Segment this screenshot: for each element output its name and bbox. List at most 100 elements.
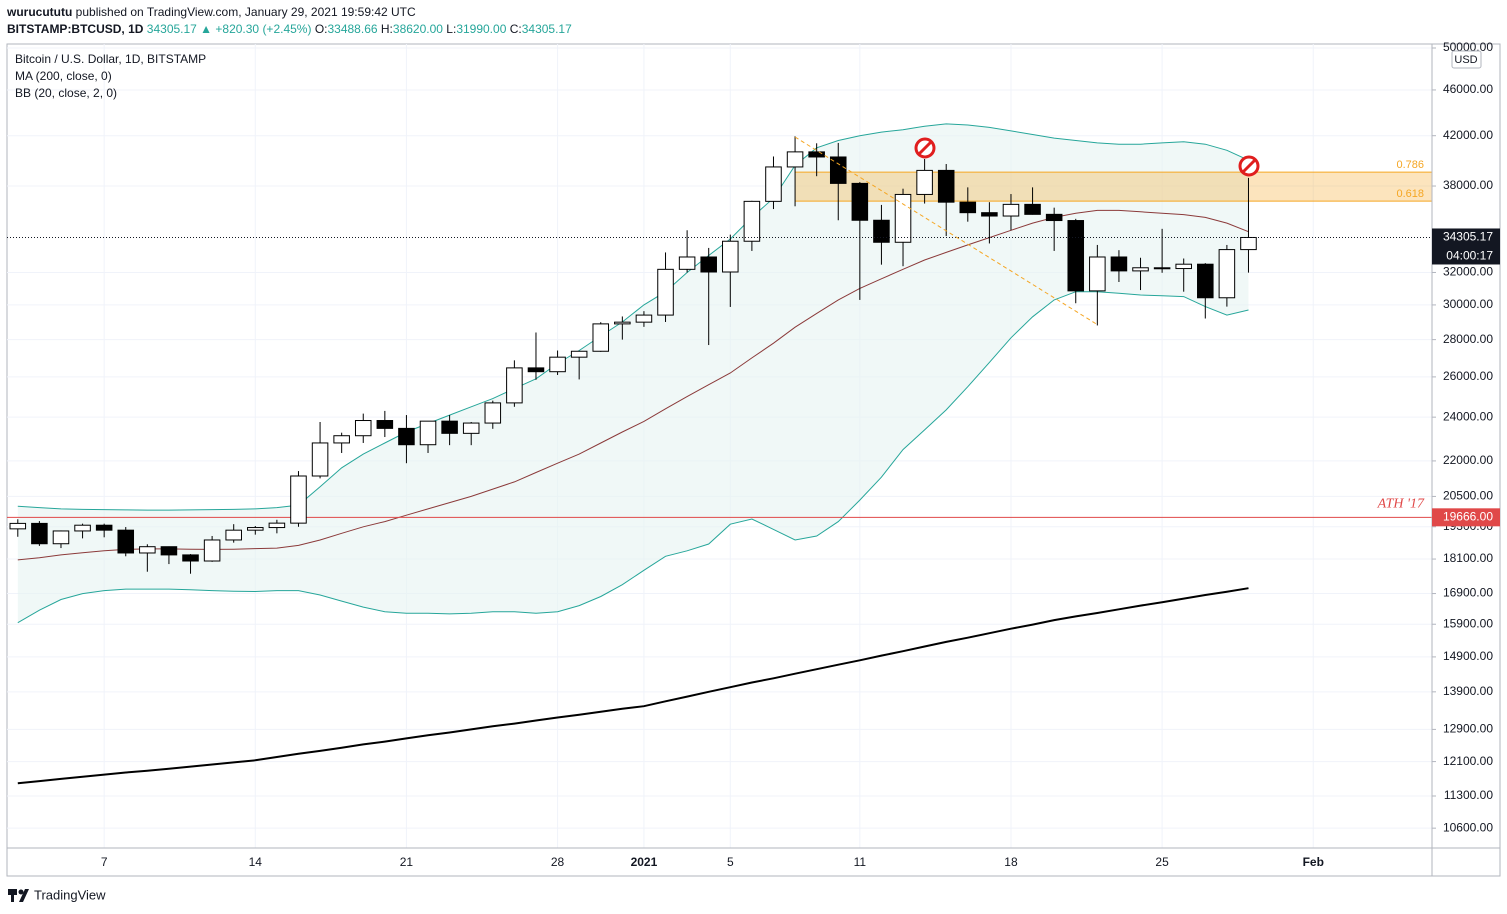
quote-line: BITSTAMP:BTCUSD, 1D 34305.17 ▲ +820.30 (… bbox=[7, 22, 572, 36]
y-tick-label: 16900.00 bbox=[1443, 586, 1493, 600]
y-tick-label: 12100.00 bbox=[1443, 754, 1493, 768]
symbol: BITSTAMP:BTCUSD, 1D bbox=[7, 22, 144, 36]
candle-body bbox=[290, 475, 307, 524]
chart-frame bbox=[6, 43, 1501, 877]
x-tick-label: 18 bbox=[1004, 855, 1018, 869]
y-tick-label: 13900.00 bbox=[1443, 684, 1493, 698]
candle-body bbox=[1045, 213, 1063, 222]
footer-brand: TradingView bbox=[34, 887, 106, 902]
candle-body bbox=[765, 166, 782, 202]
candle-body bbox=[354, 420, 372, 437]
candle-body bbox=[139, 546, 156, 554]
legend-bb: BB (20, close, 2, 0) bbox=[15, 86, 117, 100]
y-tick-label: 30000.00 bbox=[1443, 297, 1493, 311]
ohlc-key: H: bbox=[381, 22, 393, 36]
candle-body bbox=[700, 256, 717, 273]
candle-body bbox=[419, 420, 437, 446]
candle-body bbox=[1110, 256, 1128, 272]
y-tick-label: 24000.00 bbox=[1443, 409, 1493, 423]
ohlc-key: L: bbox=[446, 22, 456, 36]
bb-upper bbox=[17, 123, 1249, 511]
candle-body bbox=[160, 546, 178, 556]
candle-body bbox=[52, 530, 70, 545]
y-tick-label: 46000.00 bbox=[1443, 82, 1493, 96]
candle-body bbox=[74, 524, 91, 532]
ohlc-key: O: bbox=[315, 22, 328, 36]
currency-box bbox=[1451, 50, 1482, 69]
fib-ratio: 0.786 bbox=[1396, 159, 1424, 171]
candle-body bbox=[441, 420, 458, 434]
tradingview-logo bbox=[8, 889, 29, 902]
x-tick-label: 28 bbox=[551, 855, 565, 869]
candle-body bbox=[31, 522, 48, 545]
candle-body bbox=[959, 201, 977, 214]
candle-body bbox=[635, 314, 653, 323]
x-tick-label: Feb bbox=[1303, 855, 1324, 869]
candle-body bbox=[916, 169, 933, 195]
candle-body bbox=[592, 323, 610, 352]
candle-body bbox=[570, 350, 588, 358]
y-tick-label: 26000.00 bbox=[1443, 369, 1493, 383]
candle-body bbox=[981, 212, 998, 217]
candle-body bbox=[1002, 203, 1020, 217]
x-tick-label: 25 bbox=[1155, 855, 1169, 869]
candle-body bbox=[808, 151, 825, 158]
bb-fill bbox=[17, 123, 1249, 623]
candle-body bbox=[1240, 236, 1257, 251]
ohlc-value: 34305.17 bbox=[522, 22, 572, 36]
ohlc-value: 33488.66 bbox=[327, 22, 377, 36]
candle-body bbox=[873, 219, 890, 243]
candle-body bbox=[829, 156, 847, 184]
y-tick-label: 10600.00 bbox=[1443, 820, 1493, 834]
candle-body bbox=[333, 435, 350, 444]
bb-basis bbox=[17, 209, 1249, 561]
y-tick-label: 14900.00 bbox=[1443, 649, 1493, 663]
bb-lower bbox=[17, 291, 1249, 624]
candle-body bbox=[9, 522, 27, 530]
candle-body bbox=[1218, 249, 1236, 299]
candle-body bbox=[614, 321, 631, 325]
bar-timer: 04:00:17 bbox=[1446, 249, 1493, 263]
y-tick-label: 42000.00 bbox=[1443, 128, 1493, 142]
fib-ratio: 0.618 bbox=[1396, 188, 1424, 200]
x-tick-label: 21 bbox=[400, 855, 414, 869]
ath-label: ATH '17 bbox=[1377, 497, 1425, 512]
candle-body bbox=[484, 402, 502, 424]
ohlc-key: C: bbox=[510, 22, 522, 36]
candle-body bbox=[851, 182, 869, 221]
candle-body bbox=[247, 527, 264, 531]
y-tick-label: 18100.00 bbox=[1443, 551, 1493, 565]
candle-body bbox=[117, 529, 135, 554]
candle-body bbox=[311, 442, 329, 477]
y-tick-label: 22000.00 bbox=[1443, 453, 1493, 467]
last-price: 34305.17 bbox=[1443, 230, 1493, 244]
stop-icon bbox=[914, 137, 936, 159]
legend-ma: MA (200, close, 0) bbox=[15, 69, 112, 83]
candle-body bbox=[95, 524, 113, 531]
x-tick-label: 2021 bbox=[631, 855, 658, 869]
candle-body bbox=[657, 268, 674, 316]
ohlc-value: 31990.00 bbox=[456, 22, 506, 36]
candle-body bbox=[268, 522, 286, 529]
candle-body bbox=[937, 169, 955, 203]
chart-title: Bitcoin / U.S. Dollar, 1D, BITSTAMP bbox=[15, 52, 206, 66]
candle-body bbox=[1024, 203, 1041, 215]
candle-body bbox=[462, 422, 480, 434]
y-tick-label: 15900.00 bbox=[1443, 616, 1493, 630]
quote: 34305.17 ▲ +820.30 (+2.45%) bbox=[147, 22, 312, 36]
x-tick-label: 5 bbox=[727, 855, 734, 869]
y-tick-label: 11300.00 bbox=[1444, 788, 1493, 802]
candle-body bbox=[786, 151, 804, 168]
y-tick-label: 28000.00 bbox=[1443, 332, 1493, 346]
y-tick-label: 12900.00 bbox=[1443, 722, 1493, 736]
published: published on TradingView.com, January 29… bbox=[76, 5, 416, 19]
last-price-box bbox=[1432, 228, 1500, 265]
candle-body bbox=[1089, 256, 1106, 292]
x-tick-label: 7 bbox=[101, 855, 108, 869]
author: wurucututu bbox=[6, 5, 72, 19]
x-tick-label: 11 bbox=[854, 855, 867, 869]
candle-body bbox=[743, 200, 761, 242]
candle-body bbox=[506, 367, 523, 404]
x-tick-label: 14 bbox=[249, 855, 263, 869]
